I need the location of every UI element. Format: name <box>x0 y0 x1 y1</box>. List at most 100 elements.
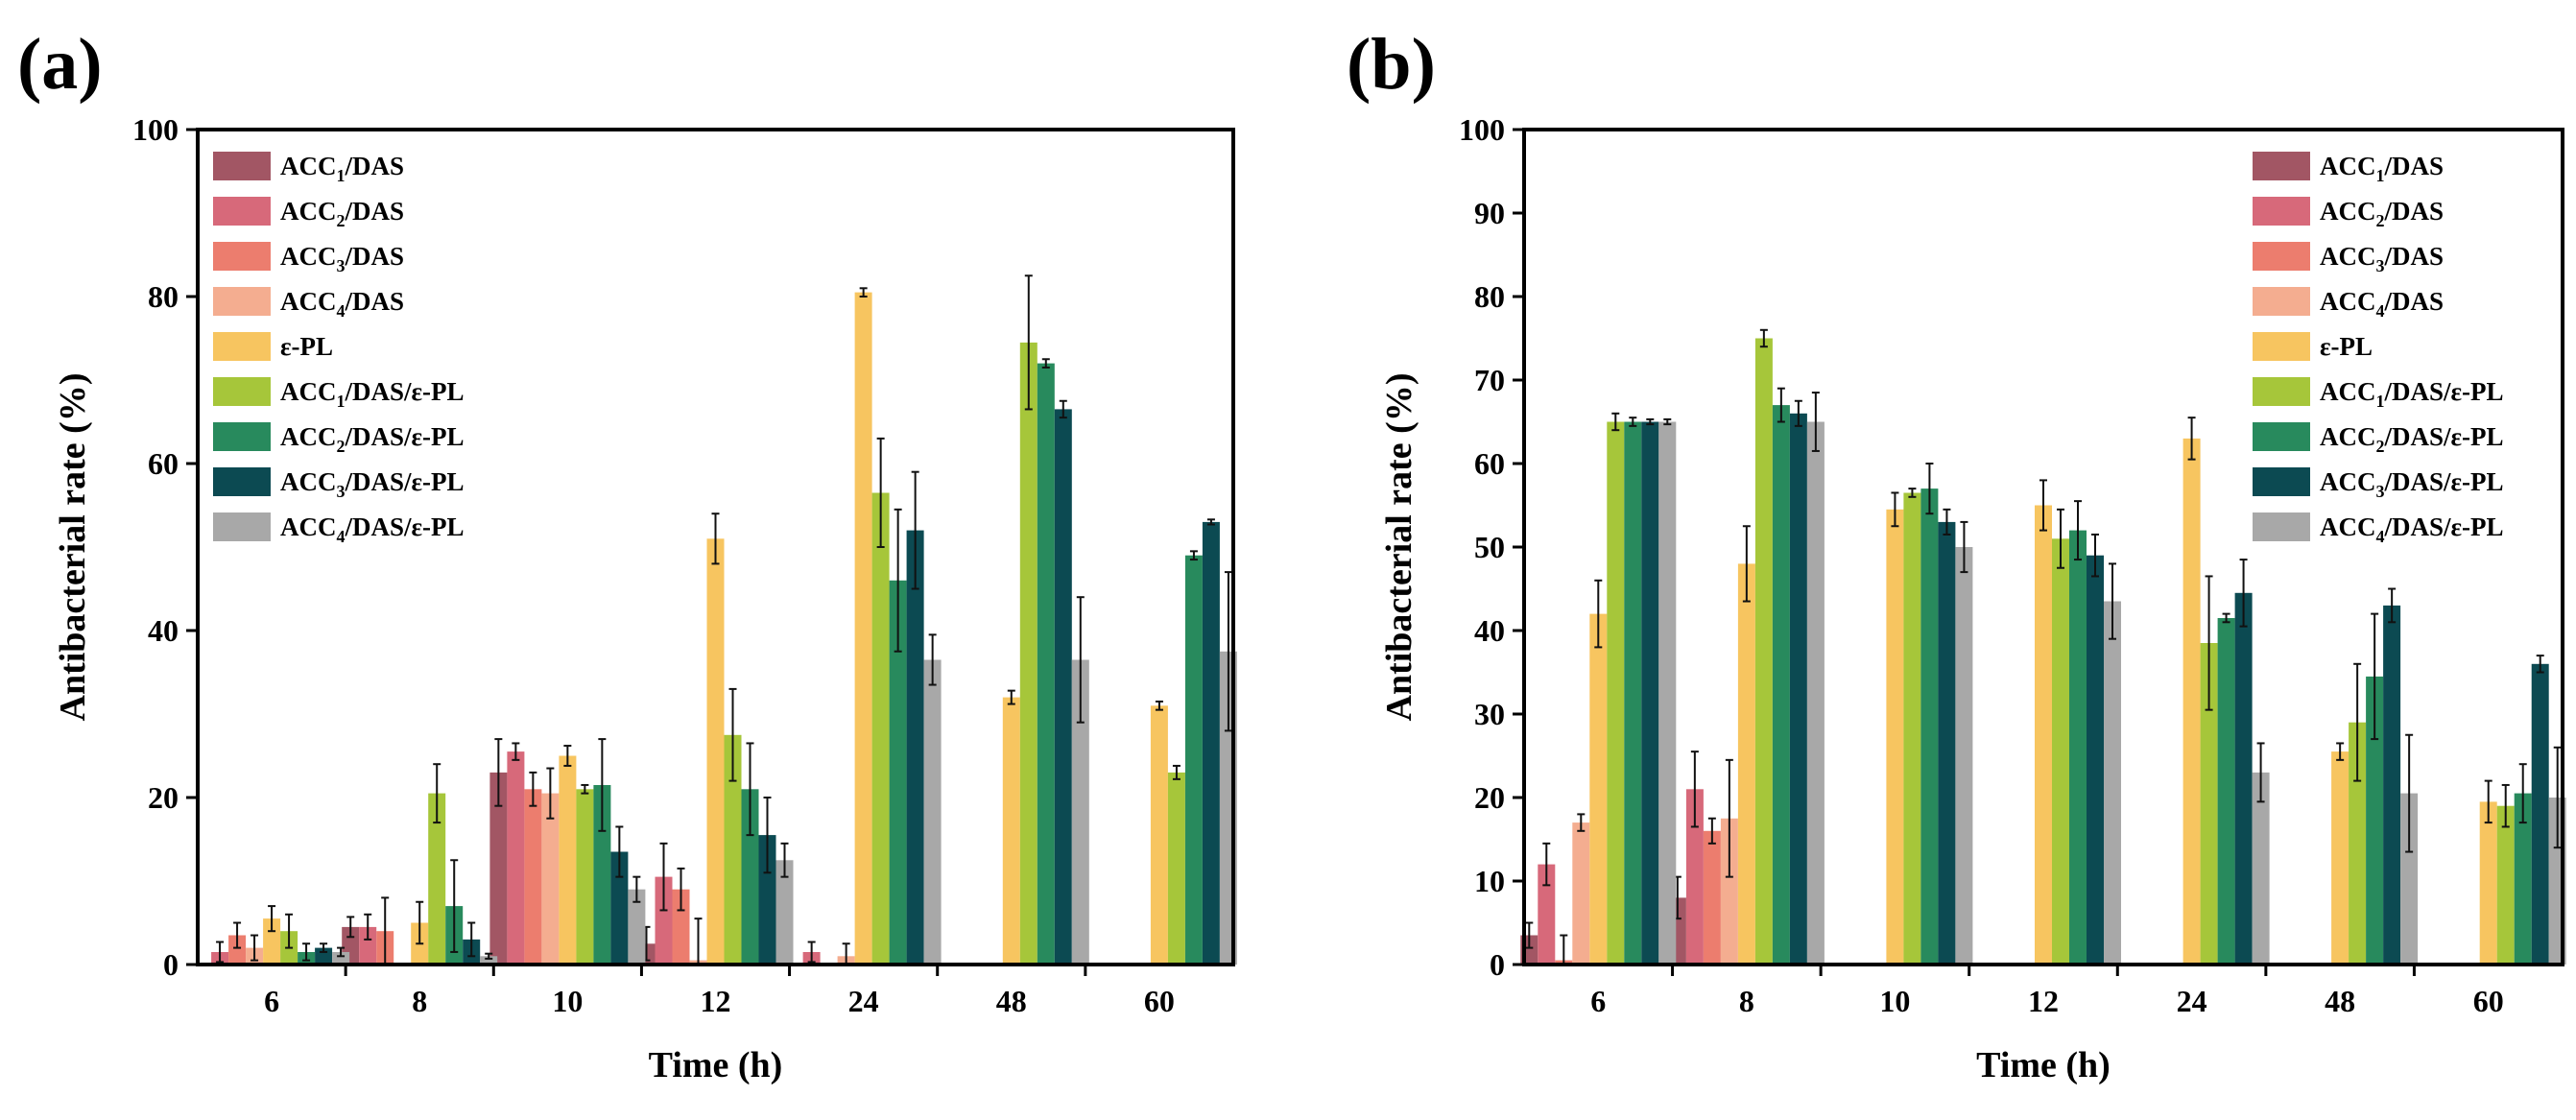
bar <box>2087 555 2104 965</box>
legend-item: ACC1​/DAS <box>2253 152 2444 185</box>
legend-item: ACC4​/DAS/ε-PL <box>2253 512 2504 546</box>
panel-label-a: (a) <box>17 24 103 105</box>
bar <box>775 860 794 965</box>
bar <box>1037 363 1055 965</box>
legend-label: ACC1​/DAS <box>2320 152 2444 185</box>
legend-item: ACC2​/DAS <box>213 197 404 230</box>
bar <box>1754 338 1773 965</box>
bar <box>2104 601 2121 965</box>
bar <box>489 772 508 965</box>
legend: ACC1​/DAS ACC2​/DAS ACC3​/DAS ACC4​/DAS ε-PL… <box>213 152 465 546</box>
legend-label: ε-PL <box>2320 332 2373 361</box>
y-tick-label: 100 <box>1459 112 1505 147</box>
bar <box>672 889 690 965</box>
y-tick-label: 20 <box>1474 780 1505 815</box>
bar <box>2479 801 2497 965</box>
x-tick-label: 6 <box>1590 984 1606 1018</box>
legend-item: ACC1​/DAS/ε-PL <box>213 377 465 411</box>
x-tick-label: 8 <box>1739 984 1754 1018</box>
bar <box>2366 676 2384 965</box>
legend-label: ACC2​/DAS/ε-PL <box>280 422 465 456</box>
bar <box>706 538 725 965</box>
bar <box>507 751 525 965</box>
legend-label: ACC3​/DAS <box>2320 242 2444 275</box>
bar <box>854 292 872 965</box>
series-5 <box>263 287 1168 965</box>
legend-item: ACC4​/DAS/ε-PL <box>213 512 465 546</box>
series-6 <box>1607 328 2515 965</box>
bar <box>2069 530 2087 965</box>
y-tick-label: 30 <box>1474 697 1505 731</box>
bar <box>1019 342 1038 965</box>
legend-item: ACC3​/DAS <box>213 242 404 275</box>
legend-label: ε-PL <box>280 332 333 361</box>
legend-item: ACC3​/DAS <box>2253 242 2444 275</box>
legend-swatch <box>2253 287 2310 316</box>
series-2 <box>1538 751 1704 965</box>
bar <box>724 734 742 965</box>
bar <box>1624 421 1642 965</box>
bar <box>1938 521 1956 965</box>
chart-b: 0 10 20 30 40 50 60 70 80 90 100 6 8 10 12 24 48 60 Time (… <box>1379 112 2566 1085</box>
legend-item: ACC2​/DAS <box>2253 197 2444 230</box>
bar <box>428 793 446 965</box>
legend-label: ACC3​/DAS <box>280 242 404 275</box>
y-tick-label: 40 <box>148 613 179 648</box>
bar <box>1920 489 1939 965</box>
bar <box>2400 793 2419 965</box>
bar <box>1538 864 1556 965</box>
y-tick-label: 80 <box>1474 279 1505 314</box>
series-3 <box>228 771 690 965</box>
bar <box>1202 521 1220 965</box>
x-tick-label: 8 <box>412 984 427 1018</box>
legend-swatch <box>213 377 271 406</box>
x-tick-label: 60 <box>1144 984 1175 1018</box>
bar <box>1167 772 1185 965</box>
bar <box>628 889 646 965</box>
series-9 <box>1658 392 2566 965</box>
bar <box>2331 751 2349 965</box>
bar <box>1703 830 1721 965</box>
bar <box>228 935 247 965</box>
bar <box>923 659 942 965</box>
bar <box>1184 555 1203 965</box>
legend-item: ε-PL <box>2253 332 2373 361</box>
bar <box>906 530 924 965</box>
bar <box>1886 509 1904 965</box>
legend-label: ACC4​/DAS/ε-PL <box>280 512 465 546</box>
y-tick-label: 10 <box>1474 864 1505 898</box>
bar <box>1720 818 1738 965</box>
bar <box>1150 705 1168 965</box>
y-tick-label: 60 <box>148 446 179 481</box>
x-tick-label: 24 <box>2177 984 2207 1018</box>
y-tick-label: 0 <box>163 947 179 982</box>
bar <box>1903 492 1921 965</box>
bar <box>610 851 629 965</box>
y-tick-label: 90 <box>1474 196 1505 230</box>
series-8 <box>315 399 1220 965</box>
legend-swatch <box>213 197 271 226</box>
bar <box>1685 789 1704 965</box>
x-axis-title: Time (h) <box>1976 1045 2111 1085</box>
bar <box>1572 822 1590 965</box>
bar <box>741 789 759 965</box>
bar <box>1806 421 1825 965</box>
bar <box>1789 413 1807 965</box>
bar <box>315 947 333 965</box>
x-tick-label: 10 <box>1879 984 1910 1018</box>
bar <box>1071 659 1089 965</box>
y-tick-label: 0 <box>1490 947 1505 982</box>
legend-swatch <box>2253 422 2310 451</box>
x-tick-label: 12 <box>701 984 731 1018</box>
legend-item: ACC4​/DAS <box>2253 287 2444 321</box>
legend-label: ACC3​/DAS/ε-PL <box>280 467 465 501</box>
x-tick-label: 48 <box>996 984 1027 1018</box>
legend-label: ACC1​/DAS/ε-PL <box>2320 377 2504 411</box>
bar <box>2496 805 2515 965</box>
bar <box>480 956 498 965</box>
legend-swatch <box>213 242 271 271</box>
legend: ACC1​/DAS ACC2​/DAS ACC3​/DAS ACC4​/DAS ε-PL… <box>2253 152 2504 546</box>
bar <box>332 952 350 965</box>
bar <box>524 789 542 965</box>
bar <box>593 785 611 965</box>
